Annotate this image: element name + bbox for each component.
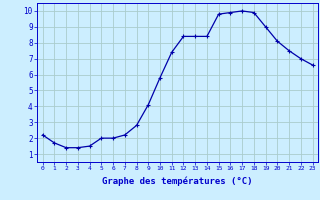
X-axis label: Graphe des températures (°C): Graphe des températures (°C) xyxy=(102,177,253,186)
